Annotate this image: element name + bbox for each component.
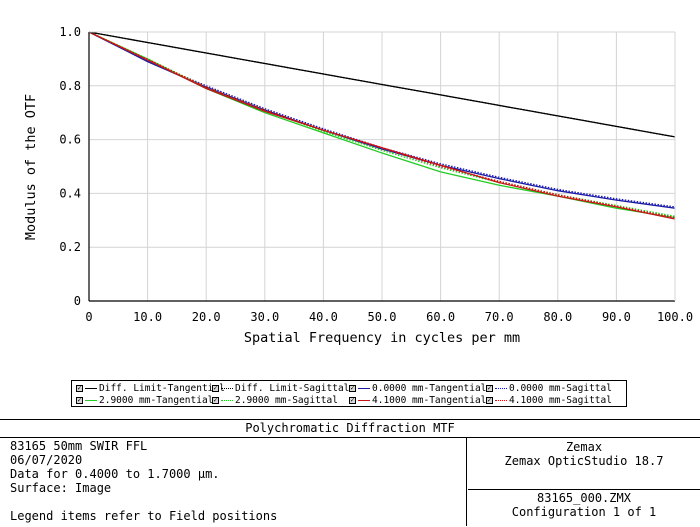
- legend-checkbox-icon[interactable]: ✓: [349, 395, 356, 404]
- y-tick-label: 1.0: [59, 25, 81, 39]
- legend-item: ✓ 4.1000 mm-Tangential: [349, 394, 486, 406]
- legend-item: ✓ 4.1000 mm-Sagittal: [486, 394, 612, 406]
- legend-item: ✓ Diff. Limit-Tangential: [76, 382, 225, 394]
- info-line: Data for 0.4000 to 1.7000 µm.: [10, 467, 220, 481]
- legend-label: 4.1000 mm-Tangential: [372, 394, 487, 406]
- info-line: 06/07/2020: [10, 453, 83, 467]
- legend-checkbox-icon[interactable]: ✓: [212, 395, 219, 404]
- legend-checkbox-icon[interactable]: ✓: [76, 395, 83, 404]
- legend-item: ✓ 0.0000 mm-Tangential: [349, 382, 486, 394]
- chart-axes: [88, 31, 676, 302]
- software-info: Zemax Zemax OpticStudio 18.7: [468, 438, 700, 490]
- y-tick-label: 0.4: [59, 186, 81, 200]
- x-tick-label: 0: [85, 310, 92, 324]
- legend-label: Diff. Limit-Tangential: [99, 382, 225, 394]
- software-line: Zemax: [565, 440, 603, 454]
- legend-swatch: [495, 387, 507, 389]
- legend-label: 2.9000 mm-Tangential: [99, 394, 214, 406]
- file-info: 83165_000.ZMX Configuration 1 of 1: [468, 490, 700, 527]
- x-tick-label: 30.0: [250, 310, 279, 324]
- x-axis-title: Spatial Frequency in cycles per mm: [244, 330, 520, 346]
- chart-series: [88, 31, 676, 220]
- legend-swatch: [358, 399, 370, 401]
- file-line: Configuration 1 of 1: [511, 505, 657, 519]
- info-panel: Polychromatic Diffraction MTF 83165 50mm…: [0, 419, 700, 527]
- x-tick-label: 40.0: [309, 310, 338, 324]
- legend-checkbox-icon[interactable]: ✓: [76, 383, 83, 392]
- info-line: Surface: Image: [10, 481, 112, 495]
- legend-label: Diff. Limit-Sagittal: [235, 382, 350, 394]
- x-tick-label: 10.0: [133, 310, 162, 324]
- x-tick-label: 20.0: [192, 310, 221, 324]
- series-line-7: [88, 31, 676, 219]
- y-tick-label: 0.6: [59, 133, 81, 147]
- file-line: 83165_000.ZMX: [537, 491, 631, 505]
- legend-item: ✓ 2.9000 mm-Sagittal: [212, 394, 338, 406]
- info-line: Legend items refer to Field positions: [10, 509, 278, 523]
- legend-swatch: [85, 399, 97, 401]
- info-description: 83165 50mm SWIR FFL 06/07/2020 Data for 0.…: [0, 438, 467, 526]
- legend-label: 0.0000 mm-Tangential: [372, 382, 487, 394]
- x-tick-label: 50.0: [368, 310, 397, 324]
- x-tick-label: 60.0: [426, 310, 455, 324]
- y-tick-label: 0: [74, 294, 81, 308]
- chart-grid: [89, 32, 675, 301]
- chart-legend: ✓ Diff. Limit-Tangential ✓ Diff. Limit-Sagi…: [71, 380, 627, 407]
- x-tick-label: 70.0: [485, 310, 514, 324]
- legend-swatch: [221, 387, 233, 389]
- x-tick-label: 100.0: [657, 310, 693, 324]
- legend-swatch: [85, 387, 97, 389]
- analysis-title: Polychromatic Diffraction MTF: [0, 420, 700, 438]
- mtf-chart: 0 10.0 20.0 30.0 40.0 50.0 60.0 70.0 80.0 90.0 100…: [23, 25, 693, 346]
- y-tick-label: 0.8: [59, 79, 81, 93]
- series-line-5: [88, 31, 676, 217]
- software-line: Zemax OpticStudio 18.7: [504, 454, 664, 468]
- chart-ticks: 0 10.0 20.0 30.0 40.0 50.0 60.0 70.0 80.0 90.0 100…: [59, 25, 693, 324]
- legend-swatch: [221, 399, 233, 401]
- legend-item: ✓ 2.9000 mm-Tangential: [76, 394, 213, 406]
- x-tick-label: 90.0: [602, 310, 631, 324]
- legend-checkbox-icon[interactable]: ✓: [486, 383, 493, 392]
- legend-label: 0.0000 mm-Sagittal: [509, 382, 612, 394]
- legend-swatch: [495, 399, 507, 401]
- info-line: [10, 495, 466, 509]
- y-axis-title: Modulus of the OTF: [23, 94, 39, 240]
- y-tick-label: 0.2: [59, 240, 81, 254]
- legend-checkbox-icon[interactable]: ✓: [349, 383, 356, 392]
- series-line-1: [88, 31, 676, 138]
- legend-checkbox-icon[interactable]: ✓: [486, 395, 493, 404]
- legend-swatch: [358, 387, 370, 389]
- x-tick-label: 80.0: [543, 310, 572, 324]
- legend-item: ✓ Diff. Limit-Sagittal: [212, 382, 349, 394]
- legend-checkbox-icon[interactable]: ✓: [212, 383, 219, 392]
- legend-label: 2.9000 mm-Sagittal: [235, 394, 338, 406]
- legend-label: 4.1000 mm-Sagittal: [509, 394, 612, 406]
- legend-item: ✓ 0.0000 mm-Sagittal: [486, 382, 612, 394]
- info-line: 83165 50mm SWIR FFL: [10, 439, 148, 453]
